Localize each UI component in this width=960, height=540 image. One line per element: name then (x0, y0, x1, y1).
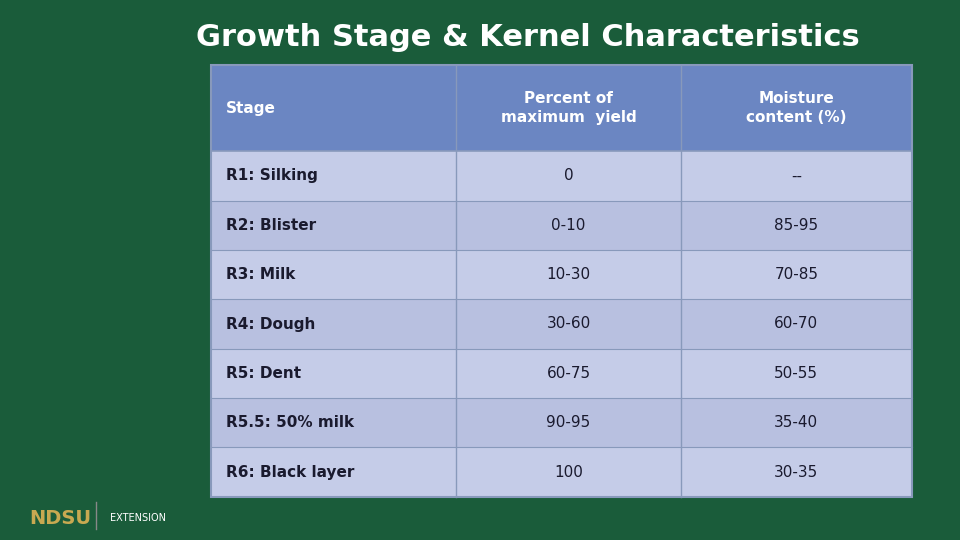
Bar (211, 65, 912, 497)
Text: 0: 0 (564, 168, 573, 184)
Text: 70-85: 70-85 (775, 267, 818, 282)
Text: R5: Dent: R5: Dent (226, 366, 300, 381)
Bar (211, 349, 912, 398)
Text: 30-60: 30-60 (546, 316, 590, 332)
Text: 0-10: 0-10 (551, 218, 586, 233)
Text: R3: Milk: R3: Milk (226, 267, 295, 282)
Bar (211, 250, 912, 299)
Text: 35-40: 35-40 (775, 415, 819, 430)
Text: 10-30: 10-30 (546, 267, 590, 282)
Text: 30-35: 30-35 (775, 464, 819, 480)
Text: 85-95: 85-95 (775, 218, 819, 233)
Text: Percent of
maximum  yield: Percent of maximum yield (501, 91, 636, 125)
Bar (211, 65, 912, 151)
Text: Moisture
content (%): Moisture content (%) (746, 91, 847, 125)
Bar (211, 151, 912, 200)
Text: 60-70: 60-70 (775, 316, 819, 332)
Bar (211, 448, 912, 497)
Text: EXTENSION: EXTENSION (110, 514, 166, 523)
Text: Stage: Stage (226, 100, 276, 116)
Bar (211, 200, 912, 250)
Text: --: -- (791, 168, 802, 184)
Text: R5.5: 50% milk: R5.5: 50% milk (226, 415, 353, 430)
Bar (211, 398, 912, 448)
Text: NDSU: NDSU (29, 509, 91, 528)
Text: 90-95: 90-95 (546, 415, 590, 430)
Text: Growth Stage & Kernel Characteristics: Growth Stage & Kernel Characteristics (196, 23, 860, 52)
Text: R4: Dough: R4: Dough (226, 316, 315, 332)
Text: 50-55: 50-55 (775, 366, 818, 381)
Text: 60-75: 60-75 (546, 366, 590, 381)
Text: R1: Silking: R1: Silking (226, 168, 318, 184)
Text: R2: Blister: R2: Blister (226, 218, 316, 233)
Text: R6: Black layer: R6: Black layer (226, 464, 354, 480)
Text: 100: 100 (554, 464, 583, 480)
Bar (211, 299, 912, 349)
